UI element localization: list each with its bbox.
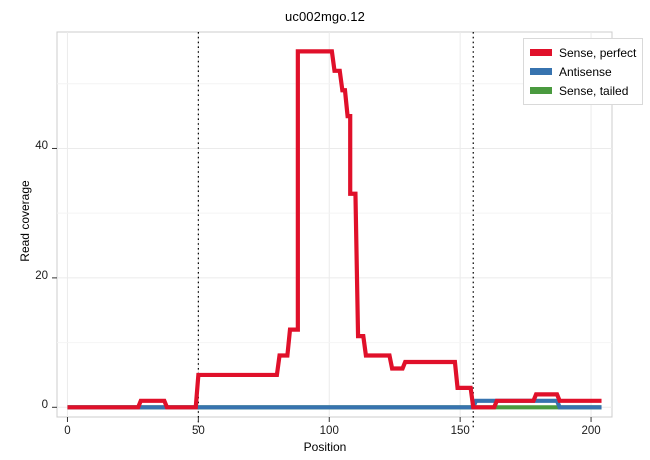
y-tick-label: 40 <box>35 140 48 153</box>
legend-swatch-sense-perfect <box>528 43 554 62</box>
legend-item: Antisense <box>528 62 636 81</box>
x-tick-label: 100 <box>319 425 339 437</box>
legend: Sense, perfect Antisense Sense, tailed <box>523 38 644 105</box>
legend-swatch-antisense <box>528 62 554 81</box>
legend-item: Sense, tailed <box>528 81 636 100</box>
page-title: uc002mgo.12 <box>285 9 365 24</box>
x-axis-label: Position <box>303 440 347 454</box>
legend-label-antisense: Antisense <box>559 64 612 79</box>
x-tick-label: 150 <box>450 425 470 437</box>
y-tick-label: 20 <box>35 269 48 282</box>
legend-swatch-sense-tailed <box>528 81 554 100</box>
legend-label-sense-tailed: Sense, tailed <box>559 83 629 98</box>
legend-label-sense-perfect: Sense, perfect <box>559 45 637 60</box>
y-tick-label: 0 <box>41 399 48 412</box>
x-tick-label: 50 <box>191 425 205 437</box>
x-tick-label: 0 <box>64 425 71 437</box>
legend-item: Sense, perfect <box>528 43 636 62</box>
x-tick-label: 200 <box>581 425 601 437</box>
